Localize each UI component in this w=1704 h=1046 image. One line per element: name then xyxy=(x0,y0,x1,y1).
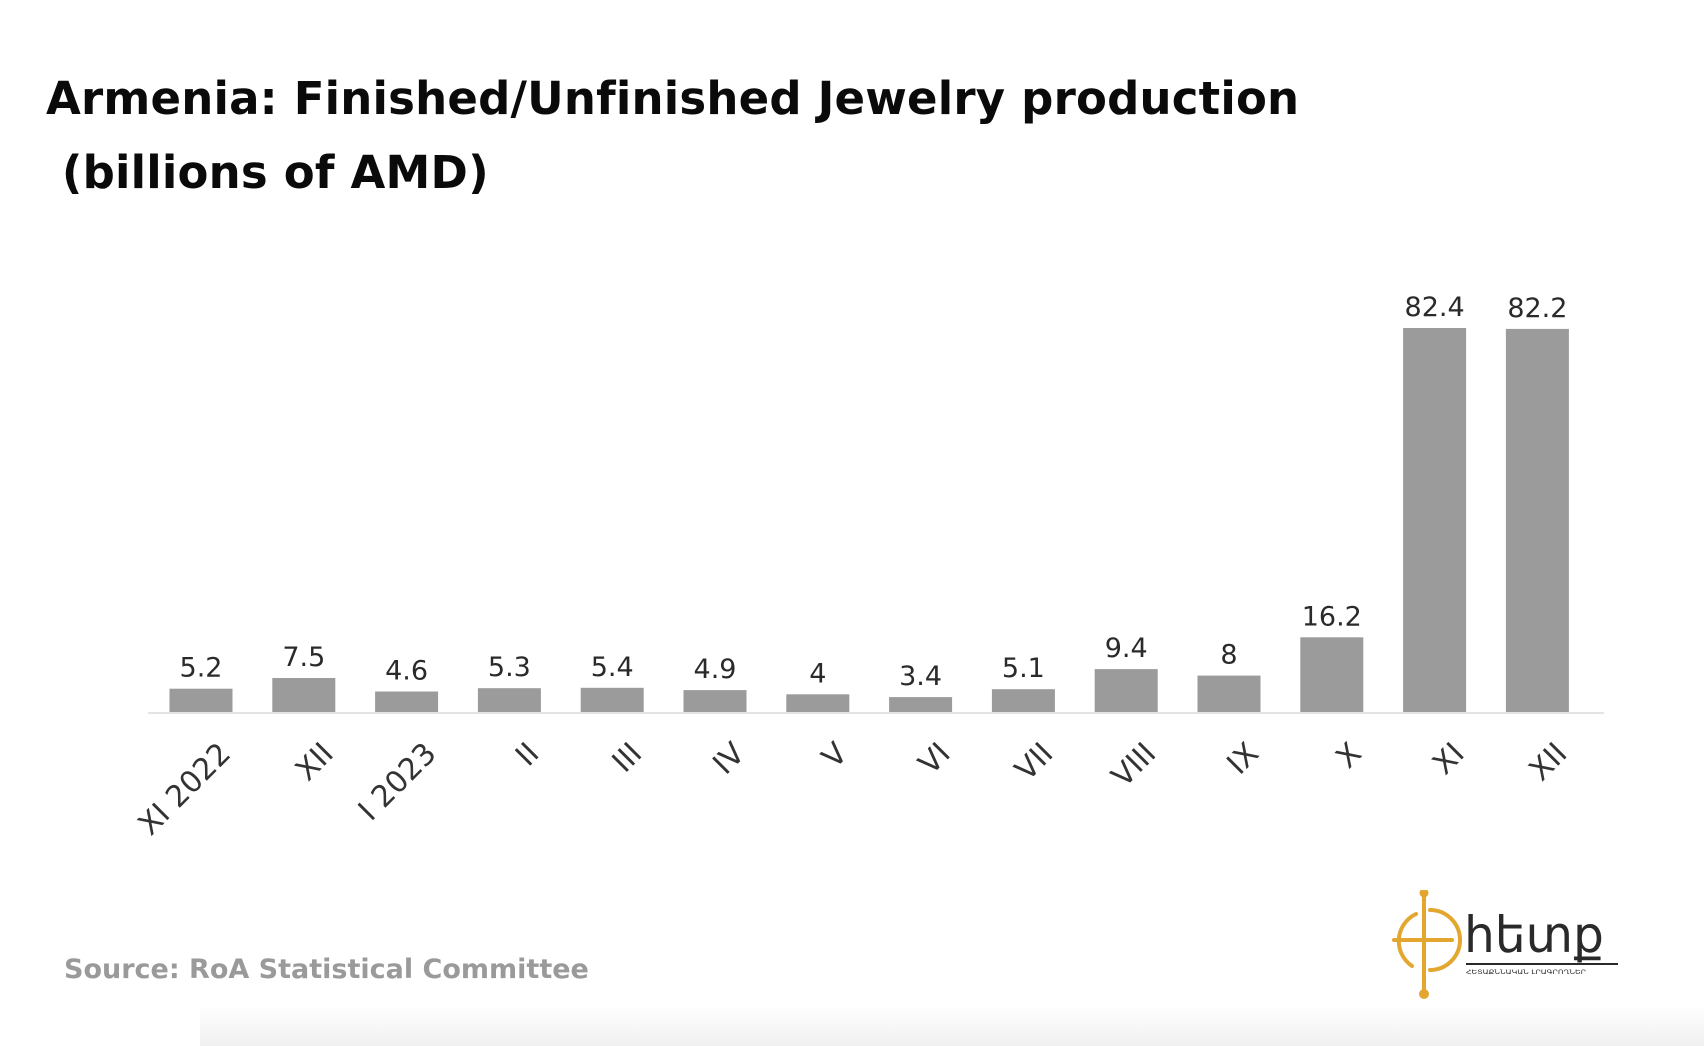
tick-label-4: III xyxy=(606,736,650,780)
bar-6 xyxy=(786,694,850,713)
compass-crosshair-logo-icon xyxy=(1392,890,1462,999)
value-label-3: 5.3 xyxy=(488,652,531,683)
value-label-0: 5.2 xyxy=(180,653,223,684)
tick-label-11: X xyxy=(1329,736,1368,775)
logo-wordmark: hետք xyxy=(1464,906,1604,964)
tick-label-8: VII xyxy=(1009,736,1061,788)
value-label-4: 5.4 xyxy=(591,652,634,683)
value-label-2: 4.6 xyxy=(385,656,428,687)
value-label-9: 9.4 xyxy=(1105,633,1148,664)
value-label-10: 8 xyxy=(1220,640,1237,671)
value-label-7: 3.4 xyxy=(899,661,942,692)
bar-13 xyxy=(1505,328,1569,713)
bar-8 xyxy=(991,689,1055,713)
bar-1 xyxy=(272,678,336,713)
bar-3 xyxy=(477,688,541,713)
tick-label-7: VI xyxy=(912,736,958,782)
bar-12 xyxy=(1403,328,1467,713)
value-label-1: 7.5 xyxy=(282,642,325,673)
value-label-13: 82.2 xyxy=(1507,293,1567,324)
tick-label-3: II xyxy=(509,736,546,773)
bar-0 xyxy=(169,688,233,713)
tick-label-10: IX xyxy=(1220,736,1266,782)
bars xyxy=(169,328,1569,713)
tick-label-1: XII xyxy=(289,736,341,788)
x-axis-tick-labels: XI 2022 XII I 2023 II III IV V VI VII VIII IX X XI XI… xyxy=(132,736,1575,843)
tick-label-5: IV xyxy=(706,736,752,782)
tick-label-9: VIII xyxy=(1105,736,1163,794)
bar-7 xyxy=(889,697,953,713)
bottom-shadow xyxy=(200,1006,1704,1046)
source-note: Source: RoA Statistical Committee xyxy=(64,954,589,985)
value-labels: 5.2 7.5 4.6 5.3 5.4 4.9 4 3.4 5.1 9.4 8 16.2 82.4 82.… xyxy=(180,292,1568,692)
chart-title: Armenia: Finished/Unfinished Jewelry pro… xyxy=(46,62,1299,210)
value-label-8: 5.1 xyxy=(1002,653,1045,684)
tick-label-0: XI 2022 xyxy=(132,736,238,842)
chart-title-line: Armenia: Finished/Unfinished Jewelry pro… xyxy=(46,72,1300,125)
bar-9 xyxy=(1094,669,1158,713)
tick-label-13: XII xyxy=(1523,736,1575,788)
bar-5 xyxy=(683,690,747,713)
bar-chart: 5.2 7.5 4.6 5.3 5.4 4.9 4 3.4 5.1 9.4 8 16.2 82.4 82.… xyxy=(132,292,1604,843)
bar-4 xyxy=(580,687,644,713)
tick-label-2: I 2023 xyxy=(352,736,444,828)
value-label-6: 4 xyxy=(809,658,826,689)
value-label-11: 16.2 xyxy=(1302,601,1362,632)
value-label-12: 82.4 xyxy=(1405,292,1465,323)
tick-label-6: V xyxy=(815,736,855,776)
bar-2 xyxy=(375,691,439,713)
tick-label-12: XI xyxy=(1426,736,1472,782)
htq-logo: hետք ՀԵՏԱՔՆՆԱԿԱՆ ԼՐԱԳՐՈՂՆԵՐ xyxy=(1392,890,1618,999)
chart-subtitle: (billions of AMD) xyxy=(46,146,489,199)
bar-11 xyxy=(1300,637,1364,713)
logo-tagline: ՀԵՏԱՔՆՆԱԿԱՆ ԼՐԱԳՐՈՂՆԵՐ xyxy=(1466,969,1586,976)
value-label-5: 4.9 xyxy=(694,654,737,685)
bar-10 xyxy=(1197,675,1261,713)
